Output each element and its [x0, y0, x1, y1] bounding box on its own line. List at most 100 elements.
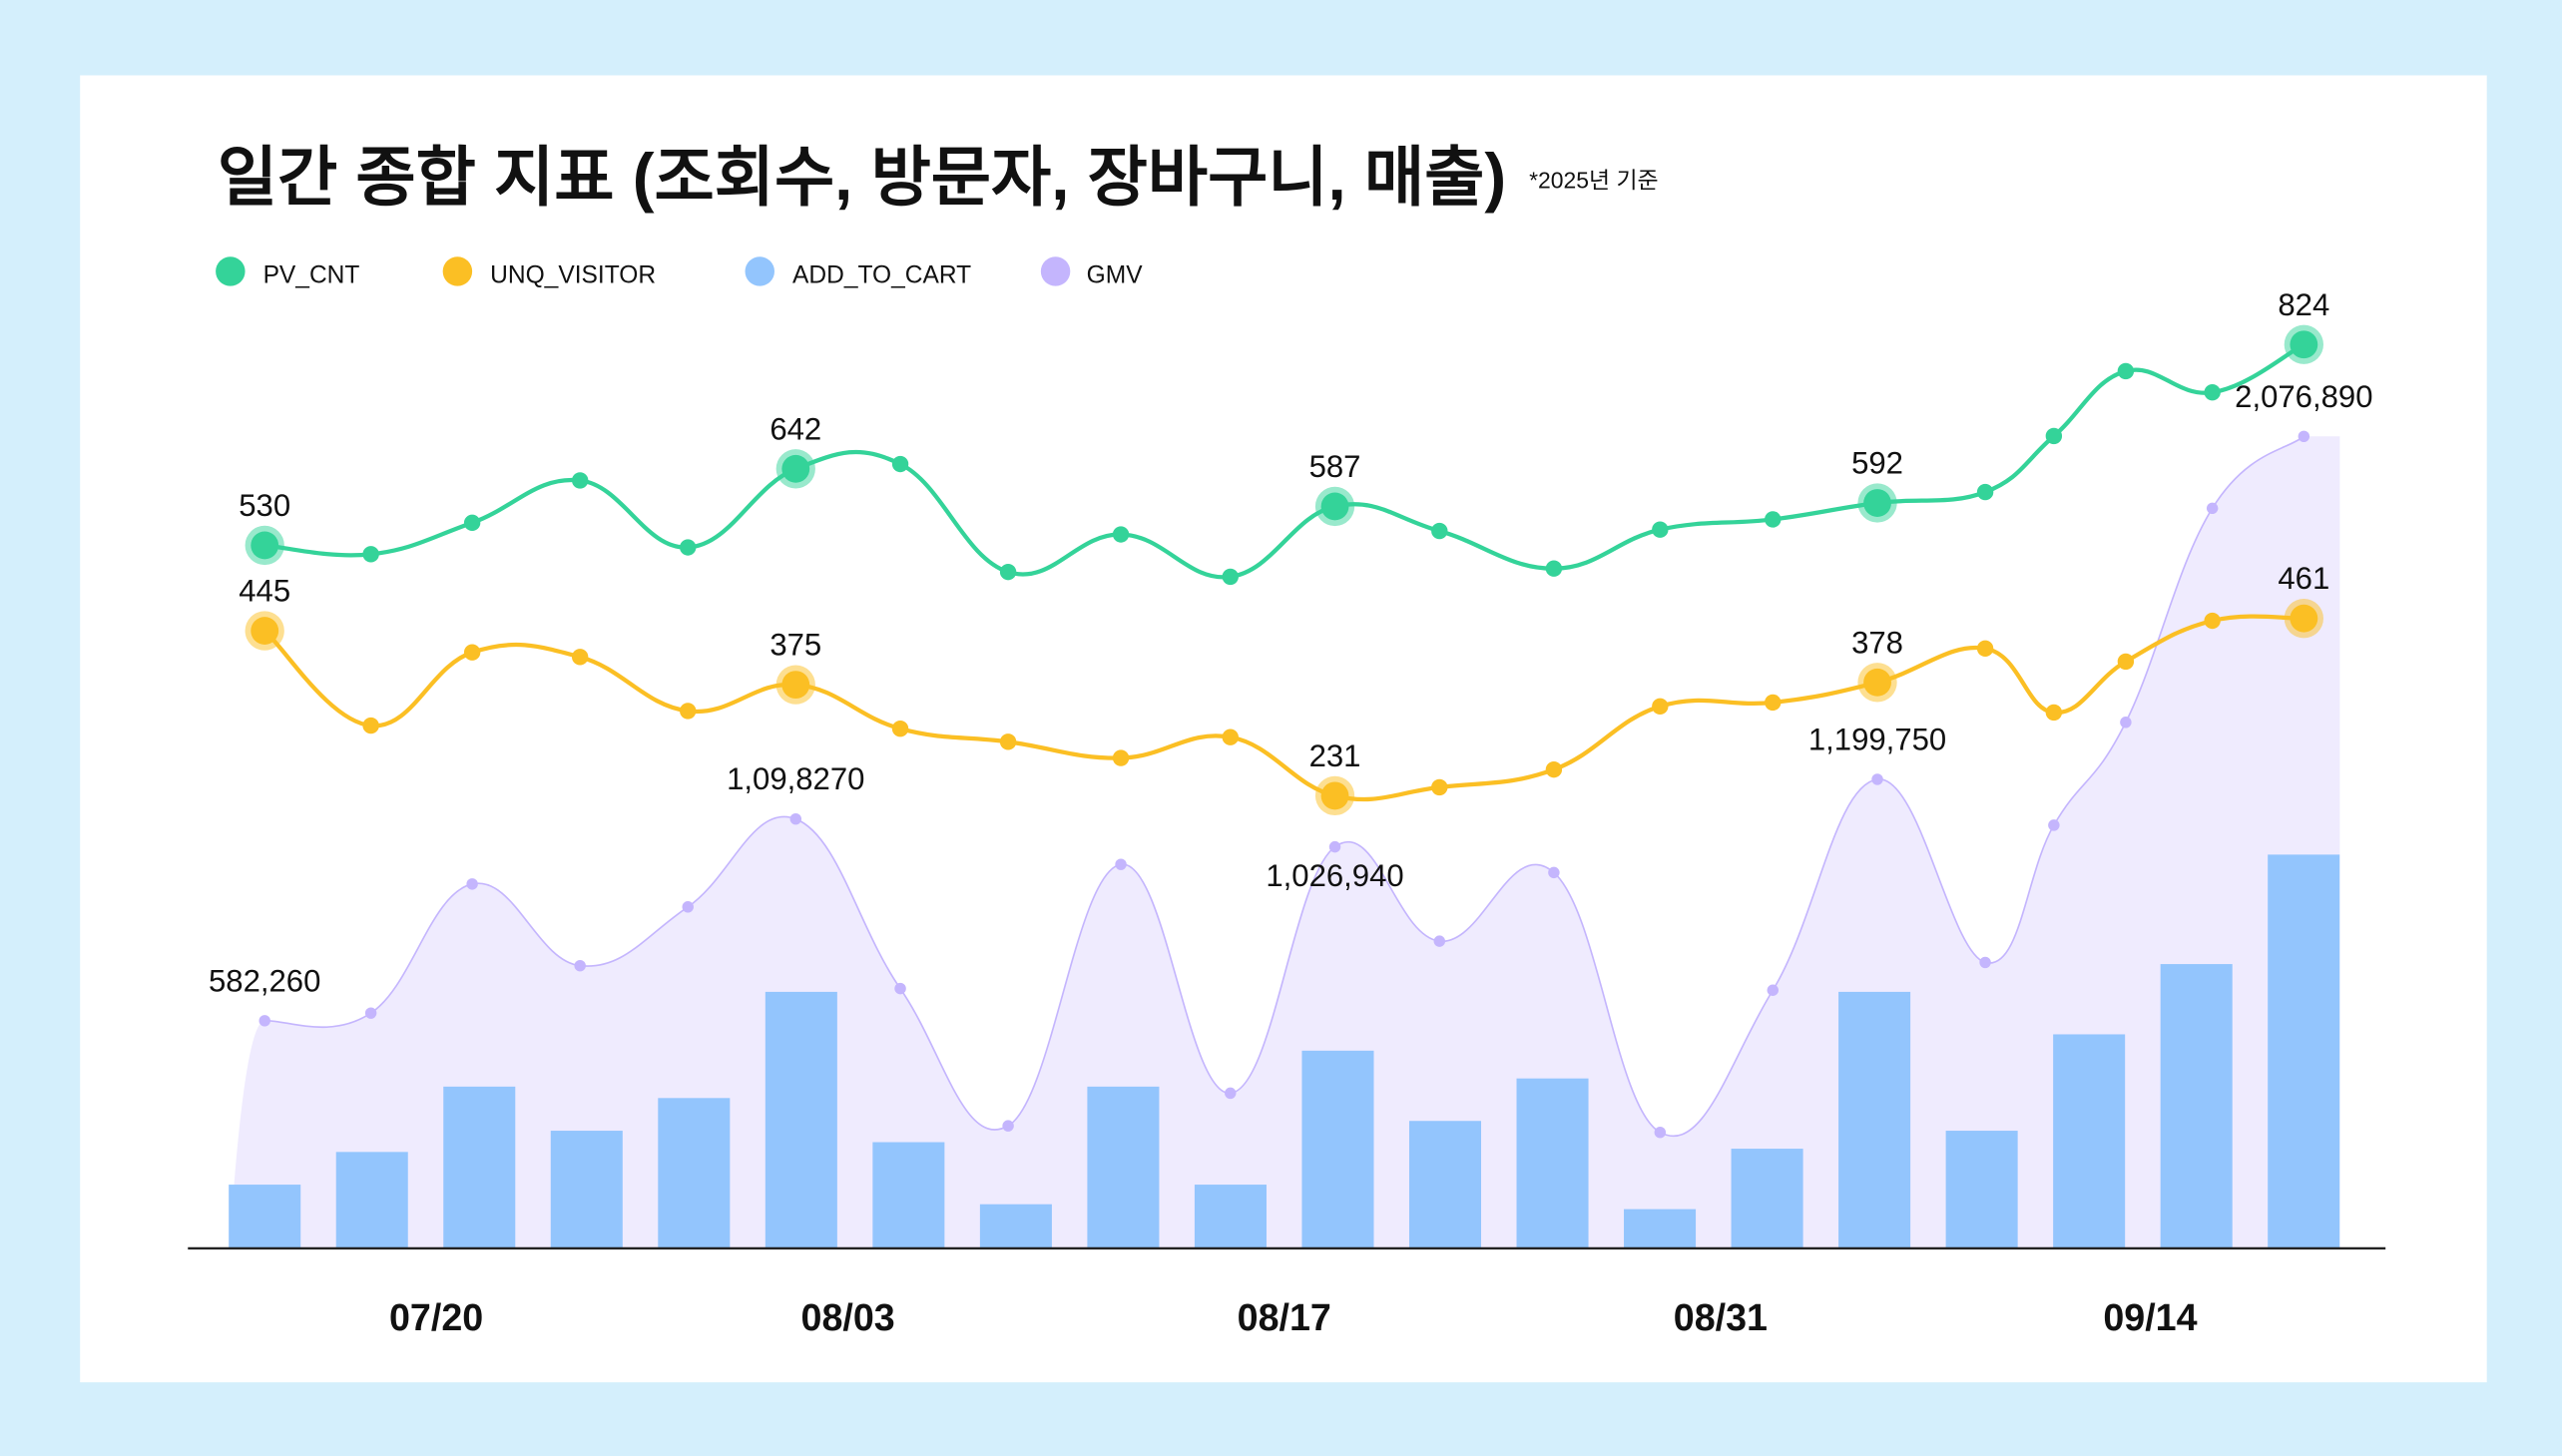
gmv-point — [1433, 935, 1446, 947]
add-to-cart-bar — [1838, 991, 1911, 1248]
unq-visitor-point — [680, 703, 697, 720]
plot-area: 530 642 587 592 824 445 375 231 378 461 582,260 1,0… — [209, 287, 2372, 1248]
gmv-point — [1548, 866, 1560, 879]
x-axis-ticks: 07/20 08/03 08/17 08/31 09/14 — [389, 1296, 2198, 1338]
add-to-cart-bar — [2268, 854, 2340, 1248]
pv-cnt-highlight-point — [1863, 489, 1891, 517]
unq-visitor-data-label: 378 — [1851, 625, 1903, 660]
gmv-point — [682, 901, 694, 913]
add-to-cart-bar — [1945, 1131, 2018, 1248]
legend-label-add-to-cart: ADD_TO_CART — [792, 261, 971, 288]
add-to-cart-bar — [765, 991, 837, 1248]
gmv-point — [1654, 1126, 1667, 1139]
pv-cnt-data-label: 530 — [239, 488, 290, 523]
add-to-cart-bar — [658, 1098, 731, 1248]
pv-cnt-data-label: 587 — [1309, 449, 1361, 484]
pv-cnt-point — [680, 539, 697, 556]
gmv-point — [2048, 819, 2060, 831]
x-tick-label: 08/03 — [801, 1296, 895, 1338]
legend-item-gmv[interactable]: GMV — [1040, 256, 1144, 288]
pv-cnt-highlight-point — [251, 531, 279, 560]
unq-visitor-data-label: 375 — [769, 628, 821, 663]
unq-visitor-point — [2204, 612, 2221, 630]
unq-visitor-data-label: 445 — [239, 574, 290, 609]
gmv-point — [2298, 430, 2310, 443]
add-to-cart-bar — [1731, 1149, 1803, 1248]
legend: PV_CNT UNQ_VISITOR ADD_TO_CART GMV — [216, 256, 1143, 288]
gmv-point — [1979, 956, 1991, 969]
add-to-cart-bar — [335, 1152, 408, 1248]
legend-label-unq-visitor: UNQ_VISITOR — [490, 261, 656, 288]
gmv-area — [230, 436, 2340, 1248]
unq-visitor-point — [362, 717, 379, 734]
pv-cnt-highlight-point — [2290, 330, 2318, 359]
gmv-point — [2206, 502, 2219, 515]
gmv-point — [1002, 1120, 1014, 1132]
pv-cnt-data-label: 592 — [1851, 446, 1903, 481]
pv-cnt-point — [1545, 560, 1563, 577]
add-to-cart-bar — [1408, 1121, 1482, 1248]
add-to-cart-bar — [2053, 1034, 2126, 1248]
pv-cnt-point — [362, 546, 379, 563]
pv-cnt-point — [1222, 568, 1239, 586]
unq-visitor-highlight-point — [1320, 781, 1349, 810]
add-to-cart-bar — [1194, 1185, 1267, 1248]
pv-cnt-point — [1431, 522, 1448, 540]
x-tick-label: 07/20 — [389, 1296, 483, 1338]
pv-cnt-point — [999, 563, 1017, 581]
unq-visitor-highlight-point — [1863, 668, 1891, 697]
unq-visitor-line — [262, 614, 2305, 802]
unq-visitor-point — [891, 721, 909, 737]
pv-cnt-point — [1652, 521, 1669, 538]
unq-visitor-point — [1652, 698, 1669, 715]
unq-visitor-point — [463, 644, 481, 661]
unq-visitor-point — [1976, 640, 1994, 658]
gmv-point — [466, 878, 478, 890]
gmv-data-label: 2,076,890 — [2235, 379, 2372, 414]
gmv-data-label: 1,09,8270 — [727, 761, 864, 796]
legend-item-pv-cnt[interactable]: PV_CNT — [216, 256, 359, 288]
unq-visitor-data-label: 231 — [1309, 738, 1361, 773]
gmv-point — [2120, 717, 2132, 728]
unq-visitor-point — [2045, 704, 2063, 722]
add-to-cart-bar — [1516, 1078, 1589, 1248]
x-tick-label: 08/17 — [1238, 1296, 1331, 1338]
pv-cnt-data-label: 642 — [769, 411, 821, 446]
x-tick-label: 09/14 — [2103, 1296, 2197, 1338]
add-to-cart-bar — [2160, 964, 2233, 1248]
gmv-data-label: 1,199,750 — [1808, 722, 1946, 756]
x-tick-label: 08/31 — [1674, 1296, 1768, 1338]
gmv-data-label: 1,026,940 — [1266, 858, 1403, 893]
unq-visitor-point — [1112, 749, 1130, 766]
unq-visitor-highlight-point — [781, 671, 810, 700]
pv-cnt-highlight-point — [1320, 492, 1349, 521]
pv-cnt-point — [1765, 511, 1782, 528]
unq-visitor-point — [1545, 760, 1563, 778]
pv-cnt-point — [1976, 483, 1994, 501]
legend-swatch-gmv — [1040, 256, 1071, 286]
gmv-point — [894, 982, 906, 995]
pv-cnt-point — [1112, 526, 1130, 543]
add-to-cart-bar — [229, 1185, 301, 1248]
legend-swatch-pv-cnt — [216, 256, 246, 286]
legend-item-unq-visitor[interactable]: UNQ_VISITOR — [442, 256, 656, 288]
add-to-cart-bar — [550, 1131, 623, 1248]
pv-cnt-point — [571, 472, 589, 489]
pv-cnt-data-label: 824 — [2278, 287, 2329, 322]
pv-cnt-point — [2204, 383, 2221, 401]
add-to-cart-bar — [1301, 1050, 1374, 1248]
unq-visitor-data-label: 461 — [2278, 561, 2329, 596]
unq-visitor-point — [1222, 728, 1239, 745]
gmv-point — [258, 1015, 270, 1027]
chart-title: 일간 종합 지표 (조회수, 방문자, 장바구니, 매출) — [218, 141, 1506, 214]
legend-swatch-unq-visitor — [442, 256, 473, 286]
add-to-cart-bar — [443, 1086, 516, 1248]
pv-cnt-line — [264, 342, 2306, 580]
pv-cnt-point — [2117, 362, 2135, 380]
gmv-point — [574, 959, 586, 972]
gmv-point — [1225, 1087, 1237, 1100]
legend-item-add-to-cart[interactable]: ADD_TO_CART — [745, 256, 972, 288]
unq-visitor-point — [571, 649, 589, 666]
legend-label-gmv: GMV — [1087, 261, 1144, 288]
gmv-point — [364, 1007, 377, 1019]
